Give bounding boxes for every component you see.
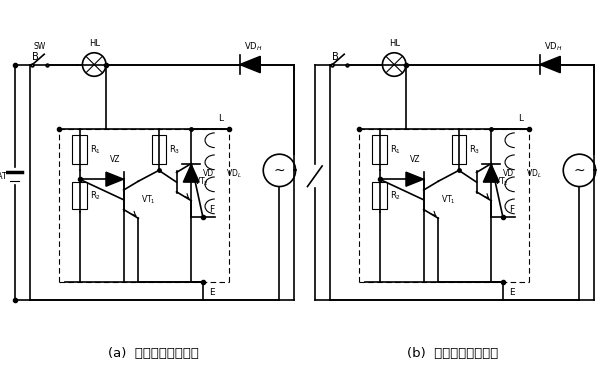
Polygon shape xyxy=(106,172,124,186)
Text: ~: ~ xyxy=(574,164,585,177)
Text: E: E xyxy=(509,288,514,297)
Text: HL: HL xyxy=(89,39,100,48)
Polygon shape xyxy=(240,56,260,73)
Text: VD: VD xyxy=(503,169,514,178)
Polygon shape xyxy=(540,56,560,73)
Bar xyxy=(372,135,387,165)
Bar xyxy=(372,182,387,209)
Text: VT$_1$: VT$_1$ xyxy=(141,194,156,206)
Text: BAT: BAT xyxy=(0,172,7,181)
Text: R$_3$: R$_3$ xyxy=(469,144,481,156)
Text: VT$_1$: VT$_1$ xyxy=(441,194,456,206)
Polygon shape xyxy=(483,165,499,182)
Text: (a)  蓄电池电压检测法: (a) 蓄电池电压检测法 xyxy=(107,347,199,360)
Text: (b)  发电机电压检测法: (b) 发电机电压检测法 xyxy=(407,347,499,360)
Text: E: E xyxy=(209,288,214,297)
Bar xyxy=(452,135,466,165)
Text: F: F xyxy=(509,206,514,214)
Text: VD: VD xyxy=(203,169,214,178)
Text: VT$_2$: VT$_2$ xyxy=(194,176,209,188)
Bar xyxy=(72,135,87,165)
Text: R$_1$: R$_1$ xyxy=(90,144,101,156)
Text: R$_3$: R$_3$ xyxy=(169,144,181,156)
Text: B: B xyxy=(32,52,39,62)
Text: VZ: VZ xyxy=(410,156,420,165)
Text: R$_2$: R$_2$ xyxy=(90,189,101,202)
Text: B: B xyxy=(332,52,339,62)
Text: R$_1$: R$_1$ xyxy=(390,144,401,156)
Text: ~: ~ xyxy=(274,164,285,177)
Text: VZ: VZ xyxy=(110,156,120,165)
Text: R$_2$: R$_2$ xyxy=(390,189,401,202)
Text: L: L xyxy=(518,114,524,123)
Text: VD$_H$: VD$_H$ xyxy=(244,40,262,53)
Text: F: F xyxy=(209,206,214,214)
Polygon shape xyxy=(406,172,424,186)
Bar xyxy=(152,135,166,165)
Text: HL: HL xyxy=(389,39,400,48)
Text: SW: SW xyxy=(34,42,46,51)
Polygon shape xyxy=(183,165,199,182)
Text: VT$_2$: VT$_2$ xyxy=(494,176,509,188)
Bar xyxy=(72,182,87,209)
Text: VD$_H$: VD$_H$ xyxy=(544,40,562,53)
Text: VD$_L$: VD$_L$ xyxy=(227,167,242,180)
Text: VD$_L$: VD$_L$ xyxy=(527,167,542,180)
Text: L: L xyxy=(218,114,224,123)
